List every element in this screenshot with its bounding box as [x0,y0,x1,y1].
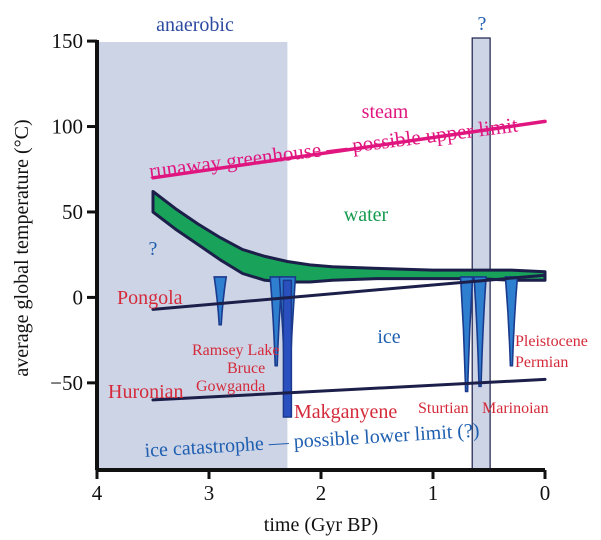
permian-label: Permian [515,354,568,371]
y-tick-label: −50 [50,371,83,395]
y-tick-label: 50 [62,200,83,224]
makganyene-label: Makganyene [294,401,397,423]
glaciation-spike [213,276,228,326]
x-tick-label: 4 [92,481,103,505]
sturtian-label: Sturtian [418,400,469,417]
marinoian-label: Marinoian [482,400,549,417]
y-tick-label: 0 [73,285,84,309]
huronian-label: Huronian [108,381,184,403]
bruce-label: Bruce [227,360,265,377]
reference-line [151,273,547,311]
glaciation-spike [504,276,519,367]
question-left-label: ? [149,238,158,260]
upper-limit-line [151,119,547,180]
ice-label: ice [377,326,400,348]
water-label: water [344,204,389,226]
y-tick-label: 150 [52,29,84,53]
y-tick-label: 100 [52,115,84,139]
x-tick-label: 0 [540,481,551,505]
question-top-label: ? [478,13,487,35]
pongola-label: Pongola [117,287,183,309]
x-axis-label: time (Gyr BP) [264,514,378,536]
x-tick-label: 2 [316,481,327,505]
x-tick-label: 3 [204,481,215,505]
y-axis-label: average global temperature (°C) [11,119,33,376]
x-tick-label: 1 [428,481,439,505]
glaciation-spike [473,276,487,388]
steam-label: steam [362,101,409,123]
lower-limit-line [151,377,547,402]
gowganda-label: Gowganda [196,378,265,395]
glaciation-spike [459,276,474,393]
temperature-band-area [151,190,547,284]
pleistocene-label: Pleistocene [515,333,588,350]
axes: 150 100 50 0 −50 4 3 2 1 0 [50,29,550,505]
makganyene-bar [282,279,293,418]
anaerobic-label: anaerobic [156,14,234,36]
limit-lines [151,119,547,402]
ramsey-lake-label: Ramsey Lake [192,342,280,359]
